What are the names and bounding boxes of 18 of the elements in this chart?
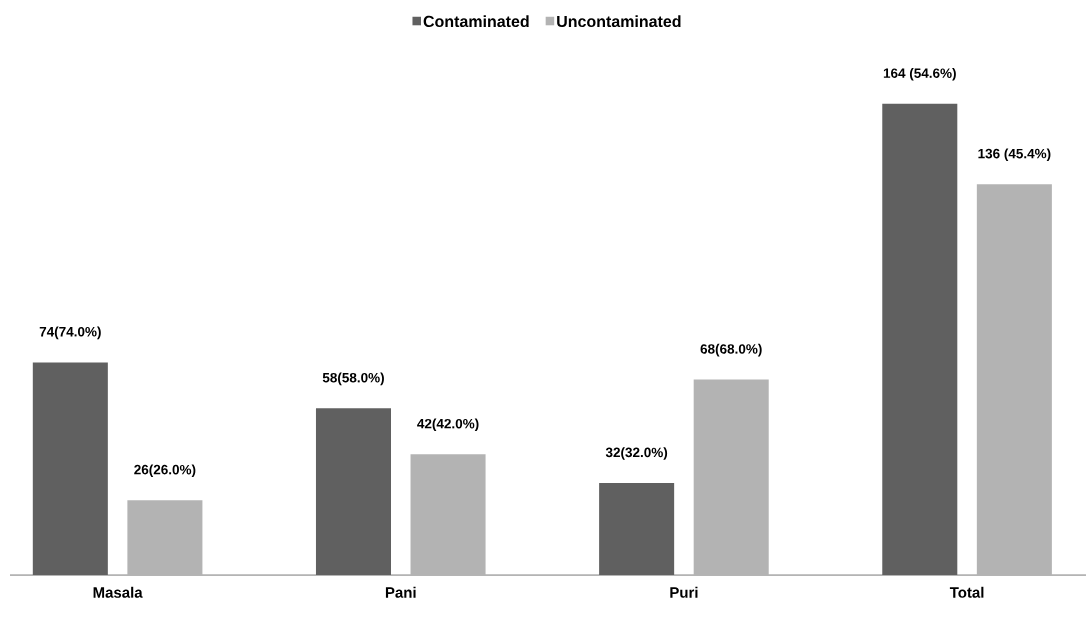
data-label: 68(68.0%) bbox=[700, 343, 762, 357]
data-label: 136 (45.4%) bbox=[978, 148, 1051, 162]
data-label: 26(26.0%) bbox=[134, 464, 196, 478]
data-label: 32(32.0%) bbox=[605, 447, 668, 460]
bar bbox=[127, 500, 203, 575]
bar bbox=[410, 454, 486, 575]
x-tick-label: Puri bbox=[670, 586, 698, 598]
bar bbox=[693, 379, 769, 575]
data-label: 58(58.0%) bbox=[322, 372, 384, 386]
bar bbox=[976, 184, 1052, 575]
data-label: 74(74.0%) bbox=[39, 326, 101, 340]
legend-label: Contaminated bbox=[423, 15, 529, 28]
legend-label: Uncontaminated bbox=[557, 15, 681, 28]
x-tick-label: Masala bbox=[93, 586, 143, 598]
x-tick-label: Total bbox=[949, 586, 984, 598]
x-tick-label: Pani bbox=[385, 586, 416, 598]
data-label: 164 (54.6%) bbox=[883, 68, 956, 81]
data-label: 42(42.0%) bbox=[417, 418, 479, 432]
